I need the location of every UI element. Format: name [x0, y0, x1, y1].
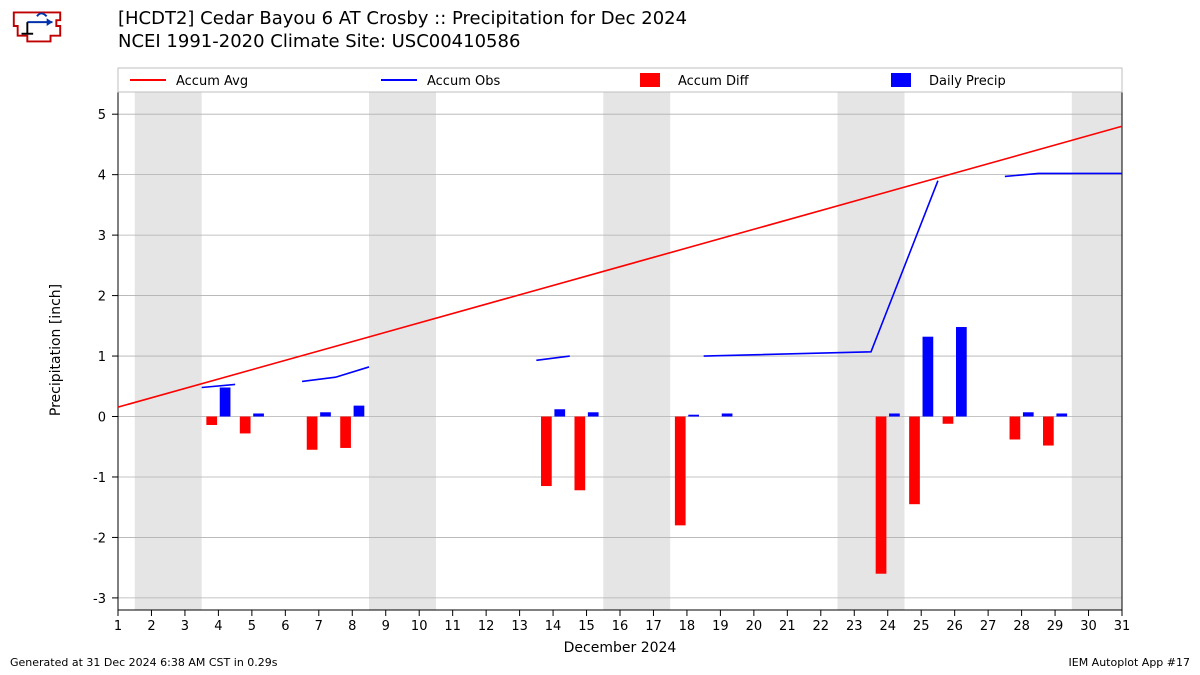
svg-text:Accum Avg: Accum Avg — [176, 74, 248, 89]
svg-text:30: 30 — [1080, 619, 1097, 634]
precipitation-chart: -3-2-10123451234567891011121314151617181… — [0, 0, 1200, 675]
svg-text:28: 28 — [1013, 619, 1030, 634]
svg-text:24: 24 — [879, 619, 896, 634]
svg-text:Accum Diff: Accum Diff — [678, 74, 750, 89]
svg-text:23: 23 — [846, 619, 863, 634]
svg-text:17: 17 — [645, 619, 662, 634]
svg-text:Precipitation [inch]: Precipitation [inch] — [48, 284, 64, 416]
svg-text:5: 5 — [98, 108, 106, 123]
svg-text:3: 3 — [98, 229, 106, 244]
svg-text:14: 14 — [545, 619, 562, 634]
svg-text:2: 2 — [147, 619, 155, 634]
svg-text:-3: -3 — [93, 592, 106, 607]
svg-text:6: 6 — [281, 619, 289, 634]
svg-text:9: 9 — [382, 619, 390, 634]
svg-text:19: 19 — [712, 619, 729, 634]
svg-text:13: 13 — [511, 619, 528, 634]
svg-text:31: 31 — [1114, 619, 1131, 634]
svg-text:5: 5 — [248, 619, 256, 634]
svg-text:1: 1 — [98, 350, 106, 365]
svg-text:1: 1 — [114, 619, 122, 634]
svg-text:8: 8 — [348, 619, 356, 634]
svg-text:-1: -1 — [93, 471, 106, 486]
svg-text:4: 4 — [98, 169, 106, 184]
svg-text:7: 7 — [315, 619, 323, 634]
svg-text:21: 21 — [779, 619, 796, 634]
svg-text:4: 4 — [214, 619, 222, 634]
svg-text:15: 15 — [578, 619, 595, 634]
svg-text:25: 25 — [913, 619, 930, 634]
svg-text:29: 29 — [1047, 619, 1064, 634]
svg-text:22: 22 — [813, 619, 830, 634]
svg-text:December 2024: December 2024 — [564, 640, 677, 656]
svg-text:18: 18 — [679, 619, 696, 634]
svg-text:0: 0 — [98, 411, 106, 426]
svg-text:27: 27 — [980, 619, 997, 634]
svg-text:-2: -2 — [93, 531, 106, 546]
svg-text:16: 16 — [612, 619, 629, 634]
svg-text:Daily Precip: Daily Precip — [929, 74, 1006, 89]
svg-text:12: 12 — [478, 619, 495, 634]
svg-text:20: 20 — [746, 619, 763, 634]
svg-text:11: 11 — [444, 619, 461, 634]
svg-text:3: 3 — [181, 619, 189, 634]
svg-text:26: 26 — [946, 619, 963, 634]
svg-text:10: 10 — [411, 619, 428, 634]
svg-text:Accum Obs: Accum Obs — [427, 74, 500, 89]
svg-text:2: 2 — [98, 290, 106, 305]
